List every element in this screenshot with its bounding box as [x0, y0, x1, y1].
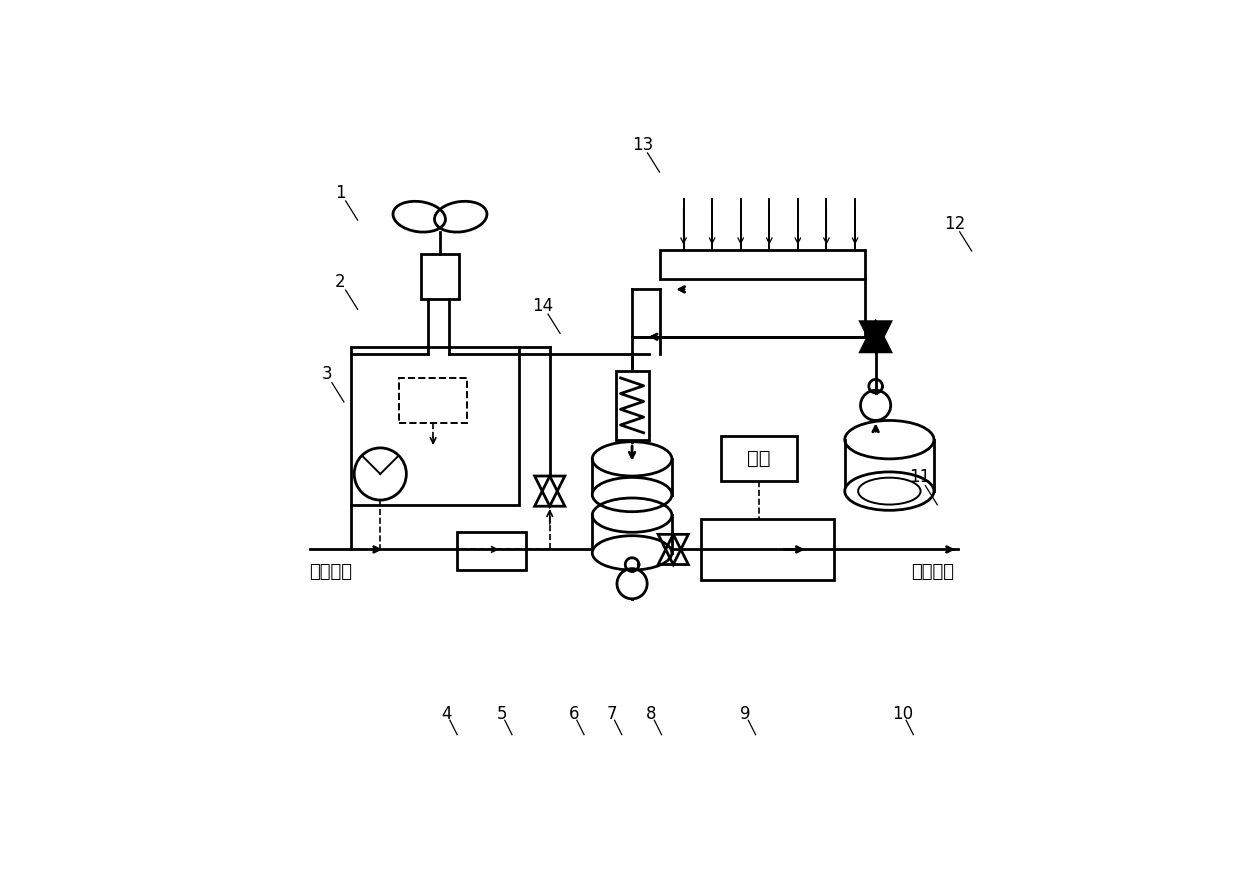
Text: 7: 7: [606, 705, 616, 723]
Text: 5: 5: [496, 705, 507, 723]
Text: 10: 10: [893, 705, 914, 723]
Ellipse shape: [844, 472, 934, 511]
Text: 至热用户: 至热用户: [911, 563, 955, 581]
Text: 3: 3: [321, 365, 332, 383]
Text: 6: 6: [568, 705, 579, 723]
Text: 14: 14: [532, 297, 553, 315]
FancyBboxPatch shape: [422, 255, 459, 299]
Text: 4: 4: [441, 705, 453, 723]
Circle shape: [355, 448, 407, 500]
Text: 8: 8: [646, 705, 656, 723]
Circle shape: [618, 568, 647, 599]
Text: 1: 1: [335, 184, 346, 201]
FancyBboxPatch shape: [615, 371, 649, 439]
Text: 13: 13: [631, 135, 653, 153]
FancyBboxPatch shape: [722, 437, 797, 481]
Ellipse shape: [593, 478, 672, 511]
Text: 2: 2: [335, 273, 346, 290]
FancyBboxPatch shape: [660, 250, 866, 279]
Circle shape: [861, 390, 890, 421]
Text: 11: 11: [910, 469, 931, 486]
Text: 环境: 环境: [748, 449, 771, 468]
Polygon shape: [861, 322, 890, 352]
FancyBboxPatch shape: [458, 532, 526, 570]
Text: 9: 9: [740, 705, 750, 723]
FancyBboxPatch shape: [701, 519, 835, 580]
Ellipse shape: [593, 535, 672, 570]
Text: 12: 12: [944, 215, 965, 233]
Text: 循环回水: 循环回水: [310, 563, 352, 581]
Polygon shape: [861, 322, 890, 352]
